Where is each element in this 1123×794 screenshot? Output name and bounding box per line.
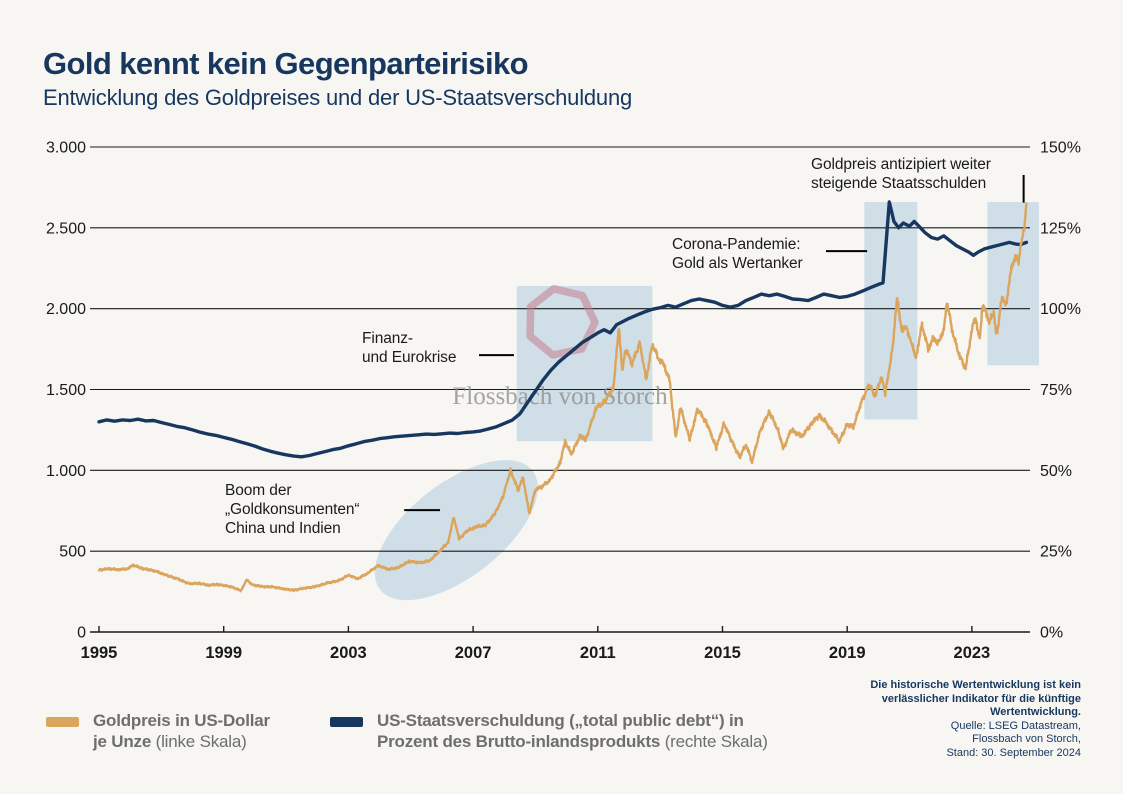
page-subtitle: Entwicklung des Goldpreises und der US-S… xyxy=(43,85,633,110)
x-tick-label: 2019 xyxy=(829,644,866,662)
annotation-corona: Corona-Pandemie: Gold als Wertanker xyxy=(672,236,803,272)
y-left-tick-label: 2.500 xyxy=(46,220,86,237)
y-left-tick-label: 500 xyxy=(59,544,86,561)
legend-item-gold: Goldpreis in US-Dollar je Unze (linke Sk… xyxy=(46,710,270,752)
legend-debt-paren: (rechte Skala) xyxy=(664,732,768,751)
y-right-tick-label: 0% xyxy=(1040,625,1063,642)
legend-gold-line1: Goldpreis in US-Dollar xyxy=(93,711,270,730)
debt-legend-swatch xyxy=(330,717,363,727)
annotation-boom-goldkonsumenten: Boom der „Goldkonsumenten“ China und Ind… xyxy=(225,482,360,537)
y-right-tick-label: 75% xyxy=(1040,382,1072,399)
x-tick-label: 2023 xyxy=(954,644,991,662)
annotation-finanz-eurokrise: Finanz- und Eurokrise xyxy=(362,330,457,366)
y-left-tick-label: 0 xyxy=(77,625,86,642)
page-title: Gold kennt kein Gegenparteirisiko xyxy=(43,46,529,81)
watermark-text: Flossbach von Storch xyxy=(452,383,668,410)
highlight-corona-zone xyxy=(864,201,918,420)
source-text: Quelle: LSEG Datastream, Flossbach von S… xyxy=(946,719,1081,759)
source-note: Die historische Wertentwicklung ist kein… xyxy=(801,679,1081,760)
y-right-tick-label: 150% xyxy=(1040,140,1081,157)
y-left-tick-label: 3.000 xyxy=(46,140,86,157)
x-tick-label: 2007 xyxy=(455,644,492,662)
y-right-tick-label: 125% xyxy=(1040,220,1081,237)
annotation-gold-anticipates: Goldpreis antizipiert weiter steigende S… xyxy=(811,156,991,192)
heptagon-icon xyxy=(526,284,599,359)
debt-ratio-line xyxy=(97,200,1029,459)
gold-legend-swatch xyxy=(46,717,79,727)
y-right-tick-label: 100% xyxy=(1040,301,1081,318)
legend-debt-line1: US-Staatsverschuldung („total public deb… xyxy=(377,711,744,730)
y-left-tick-label: 1.500 xyxy=(46,382,86,399)
y-right-tick-label: 25% xyxy=(1040,544,1072,561)
x-tick-label: 2015 xyxy=(704,644,741,662)
x-tick-label: 2003 xyxy=(330,644,367,662)
x-tick-label: 2011 xyxy=(580,644,616,662)
legend-gold-line2: je Unze xyxy=(93,732,156,751)
y-left-tick-label: 2.000 xyxy=(46,301,86,318)
x-tick-label: 1995 xyxy=(81,644,118,662)
legend-item-debt: US-Staatsverschuldung („total public deb… xyxy=(330,710,768,752)
legend-label-gold: Goldpreis in US-Dollar je Unze (linke Sk… xyxy=(93,710,270,752)
legend-gold-paren: (linke Skala) xyxy=(155,732,247,751)
legend-label-debt: US-Staatsverschuldung („total public deb… xyxy=(377,710,768,752)
x-tick-label: 1999 xyxy=(205,644,242,662)
highlight-zone-2024 xyxy=(987,201,1039,366)
y-left-tick-label: 1.000 xyxy=(46,463,86,480)
y-right-tick-label: 50% xyxy=(1040,463,1072,480)
disclaimer-text: Die historische Wertentwicklung ist kein… xyxy=(870,679,1081,718)
gold-price-line xyxy=(97,202,1028,593)
legend-debt-line2: Prozent des Brutto-inlandsprodukts xyxy=(377,732,665,751)
